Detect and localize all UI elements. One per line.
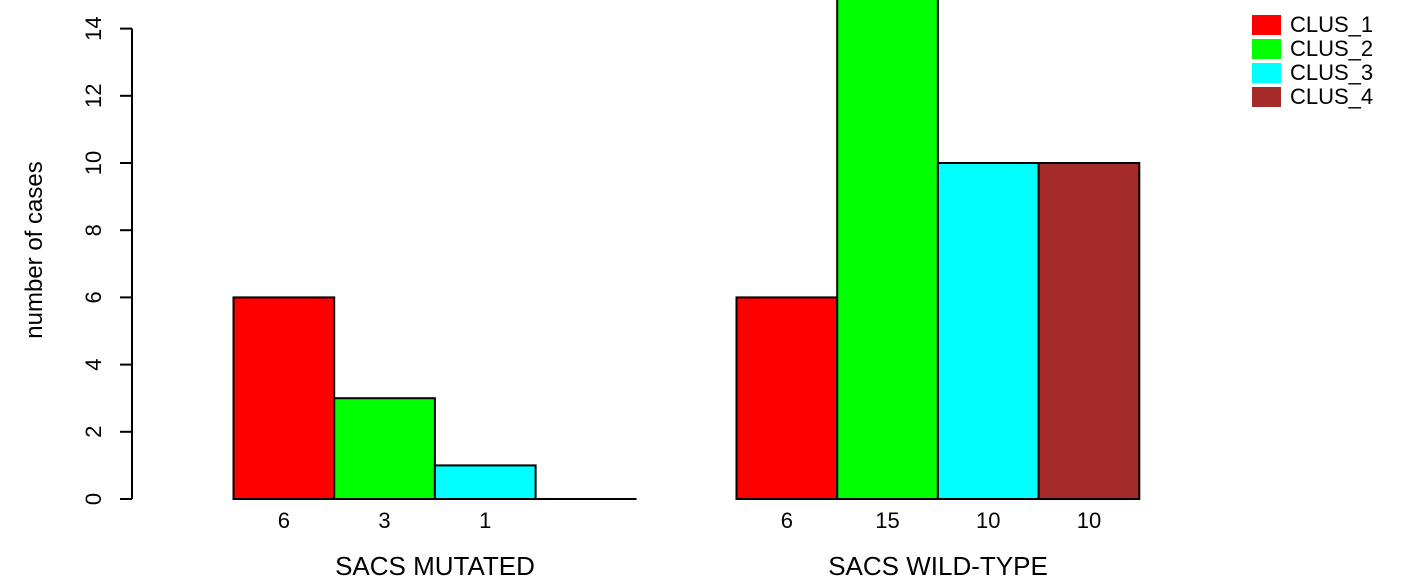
legend-label-clus-4: CLUS_4: [1290, 84, 1374, 109]
bar-g1-clus_1: [232, 296, 336, 500]
group-label-1: SACS MUTATED: [335, 551, 535, 581]
y-tick-label-4: 4: [81, 358, 106, 370]
legend-item-clus-4: CLUS_4: [1252, 85, 1373, 109]
bar-label-g2-clus_2: 15: [875, 508, 899, 533]
legend-label-clus-3: CLUS_3: [1290, 60, 1374, 85]
legend-label-clus-1: CLUS_1: [1290, 12, 1374, 37]
bar-g2-clus_4: [1037, 162, 1141, 500]
legend-item-clus-2: CLUS_2: [1252, 37, 1373, 61]
bar-label-g1-clus_3: 1: [479, 508, 491, 533]
group-label-2: SACS WILD-TYPE: [828, 551, 1048, 581]
bars: [232, 0, 1141, 501]
bar-value-labels: 6 3 1 6 15 10 10: [278, 508, 1101, 533]
legend-swatch-clus-4: [1252, 87, 1281, 107]
bar-label-g2-clus_1: 6: [781, 508, 793, 533]
group-labels: SACS MUTATED SACS WILD-TYPE: [335, 551, 1048, 581]
bar-g1-clus_2: [333, 397, 436, 501]
legend-item-clus-1: CLUS_1: [1252, 13, 1373, 37]
legend-swatch-clus-1: [1252, 15, 1281, 35]
y-tick-label-6: 6: [81, 291, 106, 303]
bar-g1-clus_3: [433, 464, 537, 500]
bar-label-g2-clus_3: 10: [976, 508, 1000, 533]
bar-g2-clus_1: [735, 296, 839, 500]
y-tick-label-12: 12: [81, 84, 106, 108]
bar-label-g1-clus_1: 6: [278, 508, 290, 533]
y-axis: 0 2 4 6 8 10 12 14: [81, 16, 133, 505]
y-tick-label-14: 14: [81, 16, 106, 40]
y-axis-label: number of cases: [21, 161, 48, 338]
bar-g2-clus_2: [836, 0, 939, 500]
legend-swatch-clus-3: [1252, 63, 1281, 83]
y-tick-label-2: 2: [81, 426, 106, 438]
y-tick-label-0: 0: [81, 493, 106, 505]
y-tick-label-8: 8: [81, 224, 106, 236]
bar-label-g2-clus_4: 10: [1077, 508, 1101, 533]
legend-item-clus-3: CLUS_3: [1252, 61, 1373, 85]
y-tick-label-10: 10: [81, 151, 106, 175]
legend-swatch-clus-2: [1252, 39, 1281, 59]
legend-label-clus-2: CLUS_2: [1290, 36, 1374, 61]
bar-g2-clus_3: [936, 162, 1040, 500]
bar-label-g1-clus_2: 3: [378, 508, 390, 533]
legend: CLUS_1 CLUS_2 CLUS_3 CLUS_4: [1252, 13, 1373, 109]
